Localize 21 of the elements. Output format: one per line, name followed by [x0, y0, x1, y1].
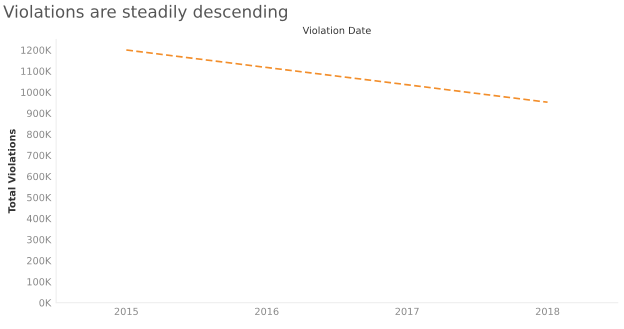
- y-tick-label: 200K: [27, 257, 52, 264]
- y-tick-label: 1200K: [21, 46, 52, 54]
- x-tick-label: 2015: [114, 308, 138, 316]
- x-tick-label: 2017: [396, 308, 419, 316]
- y-tick-label: 100K: [27, 278, 52, 286]
- y-tick-label: 500K: [27, 194, 52, 202]
- x-tick-label: 2018: [536, 308, 560, 316]
- y-tick-label: 1100K: [21, 68, 52, 75]
- y-tick-label: 800K: [27, 130, 52, 138]
- line-series: [126, 49, 548, 104]
- y-tick-label: 0K: [39, 299, 52, 307]
- y-tick-label: 400K: [26, 214, 52, 222]
- y-axis-title: Total Violations: [8, 129, 16, 214]
- chart-title: Violations are steadily descending: [3, 4, 287, 22]
- y-tick-label: 300K: [27, 236, 52, 244]
- y-tick-label: 900K: [26, 110, 52, 118]
- y-tick-label: 1000K: [21, 88, 52, 96]
- y-tick-label: 700K: [27, 152, 52, 160]
- x-axis-title: Violation Date: [302, 26, 371, 34]
- x-tick-label: 2016: [255, 308, 279, 316]
- y-tick-label: 600K: [27, 172, 52, 180]
